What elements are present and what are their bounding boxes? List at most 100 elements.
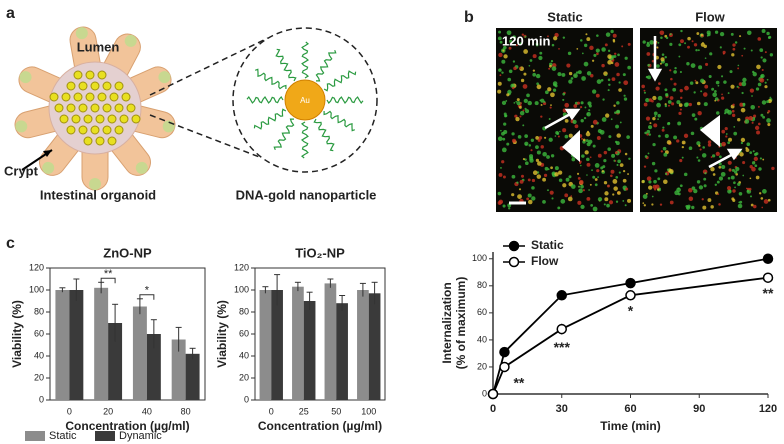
- dna-strand: [253, 108, 287, 130]
- speckle: [706, 30, 711, 35]
- speckle: [531, 186, 535, 190]
- speckle: [693, 188, 698, 194]
- speckle: [519, 179, 524, 184]
- speckle: [536, 84, 542, 90]
- speckle: [668, 104, 670, 107]
- speckle: [559, 130, 561, 133]
- speckle: [735, 166, 740, 172]
- speckle: [503, 45, 507, 50]
- speckle: [731, 113, 736, 118]
- speckle: [528, 64, 531, 67]
- dna-strand: [273, 118, 295, 151]
- y-axis-label: Internalization(% of maximum): [440, 277, 468, 370]
- speckle: [579, 162, 582, 165]
- legend-label: Static: [49, 430, 77, 442]
- speckle: [518, 188, 522, 191]
- x-tick-label: 50: [331, 406, 341, 416]
- chart-title: ZnO-NP: [103, 245, 152, 260]
- speckle: [522, 124, 525, 127]
- significance: **: [104, 268, 113, 280]
- speckle: [653, 111, 658, 116]
- speckle: [502, 137, 506, 141]
- speckle: [523, 98, 528, 104]
- speckle: [696, 141, 701, 146]
- nanoparticle: [109, 92, 119, 102]
- speckle: [551, 43, 555, 47]
- speckle: [544, 136, 547, 139]
- speckle: [605, 32, 611, 37]
- speckle: [671, 102, 675, 106]
- legend-swatch: [25, 431, 45, 441]
- speckle: [691, 205, 695, 210]
- x-tick-label: 25: [299, 406, 309, 416]
- speckle: [766, 31, 770, 36]
- crypt-tip: [124, 34, 137, 47]
- speckle: [755, 87, 760, 91]
- speckle: [584, 150, 589, 155]
- speckle: [727, 141, 731, 145]
- speckle: [591, 59, 595, 62]
- speckle: [691, 113, 696, 117]
- significance-bracket: [139, 294, 155, 300]
- nanoparticle: [66, 103, 76, 113]
- speckle: [614, 160, 617, 162]
- significance: **: [763, 285, 774, 301]
- speckle: [652, 116, 656, 121]
- speckle: [565, 177, 570, 182]
- speckle: [524, 141, 529, 146]
- speckle: [751, 95, 753, 97]
- speckle: [734, 170, 738, 174]
- nanoparticle: [66, 125, 76, 135]
- speckle: [558, 170, 563, 175]
- speckle: [585, 33, 588, 36]
- speckle: [535, 158, 540, 162]
- speckle: [586, 196, 591, 201]
- significance: ***: [554, 339, 571, 355]
- speckle: [542, 200, 546, 204]
- speckle: [731, 109, 735, 113]
- nanoparticle: [90, 125, 100, 135]
- speckle: [509, 39, 513, 44]
- speckle: [512, 60, 516, 63]
- speckle: [751, 161, 756, 165]
- nanoparticle: [114, 103, 124, 113]
- dna-strand: [246, 95, 284, 104]
- speckle: [501, 59, 506, 64]
- speckle: [714, 90, 717, 93]
- speckle: [586, 174, 588, 176]
- speckle: [513, 66, 517, 71]
- bar: [171, 339, 186, 400]
- speckle: [603, 150, 608, 155]
- speckle: [597, 176, 599, 179]
- arrow-head: [43, 150, 52, 157]
- speckle: [728, 137, 733, 142]
- speckle: [499, 74, 502, 77]
- bar: [357, 290, 369, 400]
- speckle: [570, 195, 573, 197]
- speckle: [756, 130, 761, 135]
- nanoparticle: [66, 81, 76, 91]
- speckle: [564, 193, 569, 198]
- x-tick-label: 20: [103, 406, 113, 416]
- speckle: [538, 55, 543, 61]
- speckle: [526, 93, 530, 98]
- speckle: [721, 75, 724, 78]
- speckle: [524, 134, 529, 139]
- x-tick-label: 30: [556, 403, 568, 415]
- speckle: [665, 92, 669, 97]
- speckle: [573, 73, 578, 79]
- speckle: [502, 175, 506, 179]
- speckle: [518, 165, 522, 169]
- speckle: [611, 153, 616, 158]
- speckle: [498, 52, 503, 58]
- crypt-tip: [89, 178, 101, 190]
- speckle: [596, 136, 601, 140]
- nanoparticle: [131, 114, 141, 124]
- speckle: [653, 179, 657, 184]
- y-tick-label: 40: [477, 334, 487, 344]
- bar: [336, 303, 348, 400]
- speckle: [752, 72, 757, 77]
- speckle: [600, 78, 604, 82]
- speckle: [740, 137, 746, 143]
- y-tick-label: 0: [39, 394, 44, 404]
